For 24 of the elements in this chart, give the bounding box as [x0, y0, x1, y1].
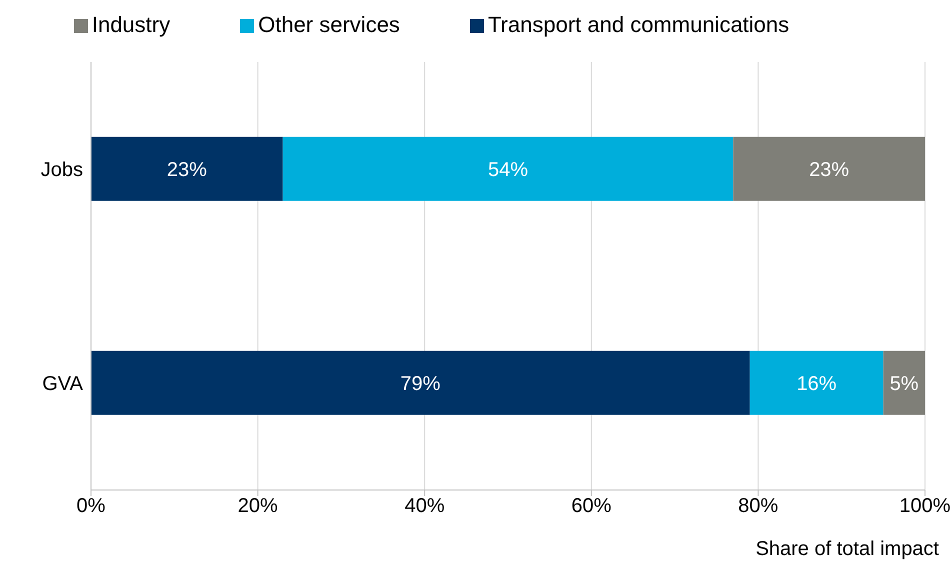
bar: [883, 350, 925, 415]
bar: [282, 136, 734, 201]
data-label: 23%: [809, 159, 850, 181]
legend-label: Transport and communications: [488, 12, 790, 37]
bar: [91, 136, 283, 201]
x-axis-title: Share of total impact: [756, 538, 940, 560]
x-tick-label: 0%: [76, 495, 106, 518]
data-label: 16%: [796, 373, 837, 395]
data-label: 79%: [400, 373, 441, 395]
x-tick-label: 80%: [738, 495, 778, 518]
data-label: 23%: [166, 159, 208, 181]
x-tick-label: 100%: [899, 495, 951, 518]
legend-label: Other services: [258, 12, 400, 37]
x-tick-label: 40%: [404, 495, 445, 518]
data-label: 5%: [890, 373, 919, 395]
y-tick-label: Jobs: [40, 159, 83, 182]
x-tick-label: 20%: [238, 495, 278, 518]
bar: [733, 136, 925, 201]
y-tick-label: GVA: [42, 373, 84, 396]
data-label: 54%: [488, 159, 528, 181]
bar: [750, 350, 884, 415]
x-tick-label: 60%: [571, 495, 612, 518]
bar: [91, 350, 750, 415]
legend-label: Industry: [92, 12, 170, 37]
